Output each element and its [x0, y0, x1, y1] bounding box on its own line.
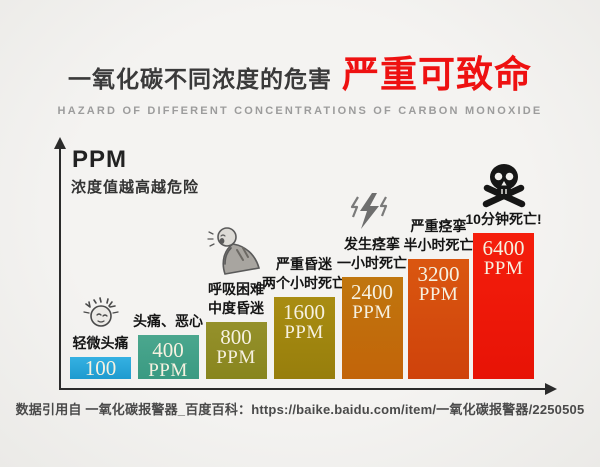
bar-group-2400ppm: 发生痉挛 一小时死亡 2400 PPM: [316, 191, 428, 379]
bar-caption: 严重痉挛 半小时死亡: [403, 218, 474, 253]
bar-caption: 轻微头痛: [72, 334, 129, 351]
title-black-part: 一氧化碳不同浓度的危害: [68, 66, 332, 92]
bar-group-3200ppm: 严重痉挛 半小时死亡 3200 PPM: [383, 217, 495, 379]
bar-value: 800: [220, 325, 252, 349]
bar-group-6400ppm: 10分钟死亡! 6400 PPM: [448, 162, 560, 379]
y-axis-label: PPM: [72, 146, 128, 173]
bar-group-400ppm: 头痛、恶心 400 PPM: [112, 312, 224, 381]
y-axis: [59, 148, 61, 389]
bar-1600ppm: 1600 PPM: [273, 297, 335, 379]
bar-3200ppm: 3200 PPM: [408, 259, 469, 379]
bar-800ppm: 800 PPM: [205, 322, 267, 379]
lightning-icon: [348, 191, 396, 233]
bar-100ppm: 100: [70, 357, 131, 379]
bar-unit: PPM: [216, 347, 256, 368]
title-red-part: 严重可致命: [342, 54, 532, 95]
bar-unit: PPM: [483, 258, 524, 279]
x-axis: [59, 388, 547, 390]
bar-group-100ppm: 轻微头痛 100: [45, 294, 157, 379]
bar-caption: 严重昏迷 两个小时死亡: [262, 256, 346, 291]
cough-icon: [207, 224, 265, 278]
dizzy-face-icon: [78, 294, 124, 332]
y-axis-arrowhead-icon: [54, 137, 66, 149]
bar-6400ppm: 6400 PPM: [473, 233, 534, 379]
bar-unit: PPM: [352, 302, 392, 323]
page-title: 一氧化碳不同浓度的危害 严重可致命: [0, 44, 600, 98]
bar-value: 6400: [482, 236, 525, 260]
bar-value: 2400: [351, 280, 393, 304]
bar-caption: 头痛、恶心: [133, 312, 203, 329]
y-axis-note: 浓度值越高越危险: [71, 179, 200, 196]
bar-2400ppm: 2400 PPM: [341, 277, 403, 379]
bar-unit: PPM: [418, 284, 459, 305]
bar-value: 3200: [417, 262, 460, 286]
bar-unit: PPM: [284, 322, 324, 343]
bar-400ppm: 400 PPM: [137, 335, 199, 381]
bar-caption: 发生痉挛 一小时死亡: [337, 236, 407, 271]
bar-caption: 呼吸困难 中度昏迷: [208, 281, 264, 316]
bar-caption: 10分钟死亡!: [465, 210, 542, 227]
x-axis-arrowhead-icon: [545, 383, 557, 395]
citation-text: 数据引用自 一氧化碳报警器_百度百科：https://baike.baidu.c…: [15, 402, 585, 417]
subtitle-english: HAZARD OF DIFFERENT CONCENTRATIONS OF CA…: [57, 105, 543, 117]
bar-value: 100: [84, 355, 117, 380]
skull-icon: [478, 162, 530, 208]
bar-group-1600ppm: 严重昏迷 两个小时死亡 1600 PPM: [248, 255, 360, 379]
bar-value: 400: [152, 338, 184, 362]
bar-unit: PPM: [148, 360, 188, 381]
bar-group-800ppm: 呼吸困难 中度昏迷 800 PPM: [180, 224, 292, 379]
header: 一氧化碳不同浓度的危害 严重可致命 HAZARD OF DIFFERENT CO…: [0, 44, 600, 117]
bar-value: 1600: [283, 300, 325, 324]
